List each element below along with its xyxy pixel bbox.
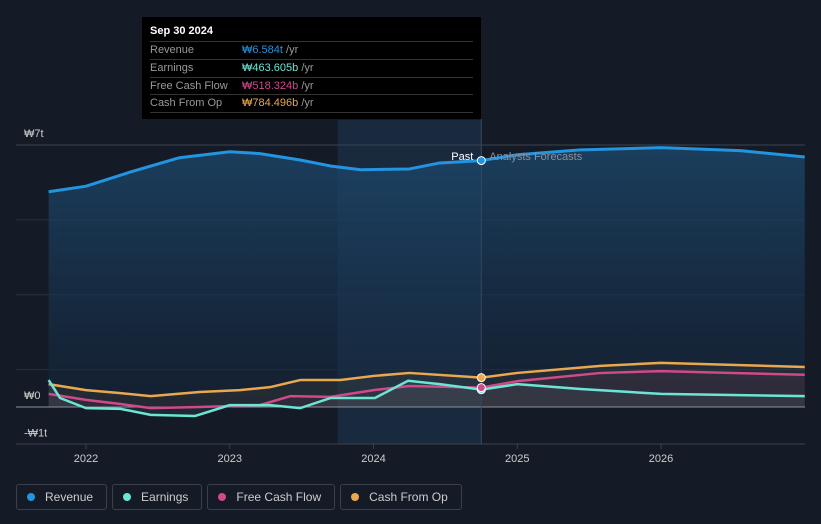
revenue-area — [48, 147, 805, 407]
cash-from-op-area — [48, 362, 805, 407]
legend-label: Earnings — [141, 490, 189, 504]
tooltip: Sep 30 2024 Revenue ₩6.584t /yr Earnings ₩… — [142, 17, 481, 119]
x-tick-label: 2024 — [361, 453, 385, 465]
forecast-label: Analysts Forecasts — [489, 151, 582, 163]
legend-earnings[interactable]: Earnings — [112, 484, 203, 510]
free-cash-flow-area — [48, 371, 805, 409]
free-cash-flow-marker — [476, 383, 486, 393]
tooltip-row-cfo: Cash From Op ₩784.496b /yr — [150, 94, 473, 113]
revenue-dot-icon — [27, 493, 35, 501]
tooltip-label: Free Cash Flow — [150, 80, 228, 92]
x-tick-label: 2022 — [74, 453, 98, 465]
tooltip-value: ₩6.584t /yr — [242, 44, 299, 56]
x-tick-label: 2025 — [505, 453, 529, 465]
x-tick-label: 2023 — [218, 453, 242, 465]
legend-label: Cash From Op — [369, 490, 448, 504]
legend-revenue[interactable]: Revenue — [16, 484, 108, 510]
cash-from-op-line — [48, 361, 805, 398]
tooltip-label: Revenue — [150, 44, 195, 56]
x-tick-label: 2026 — [649, 453, 673, 465]
y-tick-label: ₩0 — [24, 390, 41, 402]
revenue-marker — [476, 156, 486, 166]
y-tick-label: ₩7t — [24, 128, 44, 140]
earnings-line — [47, 379, 805, 418]
y-tick-label: -₩1t — [24, 427, 47, 439]
tooltip-value: ₩463.605b /yr — [242, 62, 314, 74]
legend-free-cash-flow[interactable]: Free Cash Flow — [207, 484, 336, 510]
legend-label: Free Cash Flow — [236, 490, 322, 504]
legend-cash-from-op[interactable]: Cash From Op — [340, 484, 462, 510]
tooltip-row-earnings: Earnings ₩463.605b /yr — [150, 59, 473, 77]
tooltip-label: Earnings — [150, 62, 194, 74]
tooltip-value: ₩518.324b /yr — [242, 80, 314, 92]
cfo-dot-icon — [351, 493, 360, 501]
fcf-dot-icon — [218, 493, 227, 501]
tooltip-label: Cash From Op — [150, 97, 223, 109]
legend-label: Revenue — [45, 490, 94, 504]
tooltip-value: ₩784.496b /yr — [242, 97, 314, 109]
cash-from-op-marker — [476, 373, 486, 383]
earnings-dot-icon — [123, 493, 132, 501]
legend: Revenue Earnings Free Cash Flow Cash Fro… — [16, 484, 462, 510]
tooltip-row-revenue: Revenue ₩6.584t /yr — [150, 41, 473, 59]
revenue-line — [48, 146, 805, 194]
tooltip-date: Sep 30 2024 — [150, 25, 213, 37]
tooltip-row-fcf: Free Cash Flow ₩518.324b /yr — [150, 77, 473, 95]
past-label: Past — [451, 151, 473, 163]
